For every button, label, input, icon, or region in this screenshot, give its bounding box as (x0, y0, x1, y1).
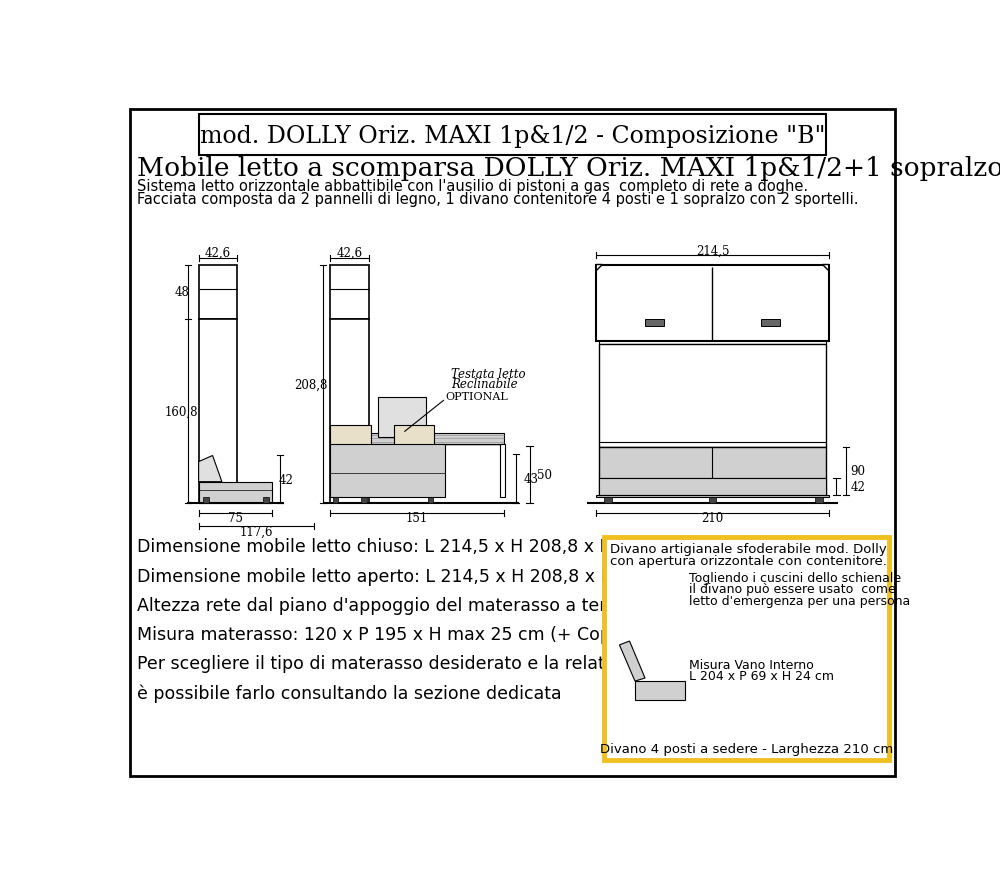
Text: 160,8: 160,8 (165, 405, 198, 418)
Text: 208,8: 208,8 (294, 378, 328, 391)
Polygon shape (619, 641, 645, 681)
Text: 90: 90 (850, 465, 865, 478)
Text: Mobile letto a scomparsa DOLLY Oriz. MAXI 1p&1/2+1 sopralzo: Mobile letto a scomparsa DOLLY Oriz. MAX… (137, 156, 1000, 181)
Text: Dimensione mobile letto chiuso: L 214,5 x H 208,8 x P 42,6 cm: Dimensione mobile letto chiuso: L 214,5 … (137, 538, 687, 556)
Bar (199, 320, 237, 503)
Text: Reclinabile: Reclinabile (451, 378, 518, 391)
Bar (199, 115, 826, 156)
Text: L 204 x P 69 x H 24 cm: L 204 x P 69 x H 24 cm (689, 669, 834, 682)
Text: 214,5: 214,5 (696, 245, 729, 258)
Text: Divano artigianale sfoderabile mod. Dolly: Divano artigianale sfoderabile mod. Doll… (610, 543, 887, 555)
Bar (330, 433, 504, 445)
Bar (333, 497, 338, 503)
Text: Facciata composta da 2 pannelli di legno, 1 divano contenitore 4 posti e 1 sopra: Facciata composta da 2 pannelli di legno… (137, 191, 859, 207)
Bar (604, 538, 889, 760)
Bar (599, 341, 826, 345)
Text: 48: 48 (174, 286, 189, 299)
Text: 43: 43 (523, 473, 538, 486)
Text: il divano può essere usato  come: il divano può essere usato come (689, 582, 896, 595)
Text: 117,6: 117,6 (240, 524, 273, 538)
Polygon shape (596, 265, 602, 271)
Text: 210: 210 (701, 512, 724, 524)
Text: 75: 75 (228, 512, 243, 524)
Text: 42,6: 42,6 (205, 246, 231, 260)
Text: 42,6: 42,6 (337, 246, 363, 260)
Bar (199, 482, 272, 503)
Text: 151: 151 (406, 512, 428, 524)
Bar (330, 426, 371, 454)
Bar (596, 496, 829, 497)
Bar (428, 497, 433, 503)
Text: Sistema letto orizzontale abbattibile con l'ausilio di pistoni a gas  completo d: Sistema letto orizzontale abbattibile co… (137, 179, 809, 195)
Text: Testata letto: Testata letto (451, 367, 526, 380)
Text: Dimensione mobile letto aperto: L 214,5 x H 208,8 x P 151 cm: Dimensione mobile letto aperto: L 214,5 … (137, 567, 682, 585)
Bar (815, 497, 822, 503)
Bar (599, 345, 826, 447)
Text: Divano 4 posti a sedere - Larghezza 210 cm: Divano 4 posti a sedere - Larghezza 210 … (600, 743, 893, 755)
Polygon shape (822, 265, 829, 271)
Bar (604, 497, 612, 503)
Text: mod. DOLLY Oriz. MAXI 1p&1/2 - Composizione "B": mod. DOLLY Oriz. MAXI 1p&1/2 - Composizi… (200, 125, 825, 148)
Bar (500, 445, 505, 497)
Bar (330, 265, 369, 320)
Text: Misura materasso: 120 x P 195 x H max 25 cm (+ Coperte): Misura materasso: 120 x P 195 x H max 25… (137, 625, 654, 644)
Text: Per scegliere il tipo di materasso desiderato e la relativa misura: Per scegliere il tipo di materasso desid… (137, 654, 696, 673)
Text: OPTIONAL: OPTIONAL (446, 392, 509, 402)
Bar (394, 426, 434, 454)
Polygon shape (199, 456, 222, 482)
Text: Altezza rete dal piano d'appoggio del materasso a terra: 50 cm: Altezza rete dal piano d'appoggio del ma… (137, 596, 690, 614)
Text: 42: 42 (850, 481, 865, 493)
Bar (599, 447, 826, 496)
Bar (761, 320, 780, 327)
Bar (263, 497, 269, 503)
Text: 50: 50 (537, 468, 552, 481)
Bar (199, 265, 237, 320)
Bar (599, 478, 826, 496)
Text: 42: 42 (279, 474, 294, 486)
Bar (361, 497, 367, 503)
Bar (596, 265, 829, 341)
Bar (378, 397, 426, 438)
Text: Misura Vano Interno: Misura Vano Interno (689, 658, 814, 671)
Bar (202, 497, 209, 503)
Text: letto d'emergenza per una persona: letto d'emergenza per una persona (689, 594, 910, 607)
Text: è possibile farlo consultando la sezione dedicata: è possibile farlo consultando la sezione… (137, 683, 562, 702)
Text: con apertura orizzontale con contenitore.: con apertura orizzontale con contenitore… (610, 554, 887, 567)
Bar (645, 320, 664, 327)
Bar (330, 320, 369, 503)
Bar (709, 497, 716, 503)
Text: Togliendo i cuscini dello schienale: Togliendo i cuscini dello schienale (689, 571, 901, 584)
Bar (635, 681, 685, 700)
Bar (330, 445, 445, 497)
